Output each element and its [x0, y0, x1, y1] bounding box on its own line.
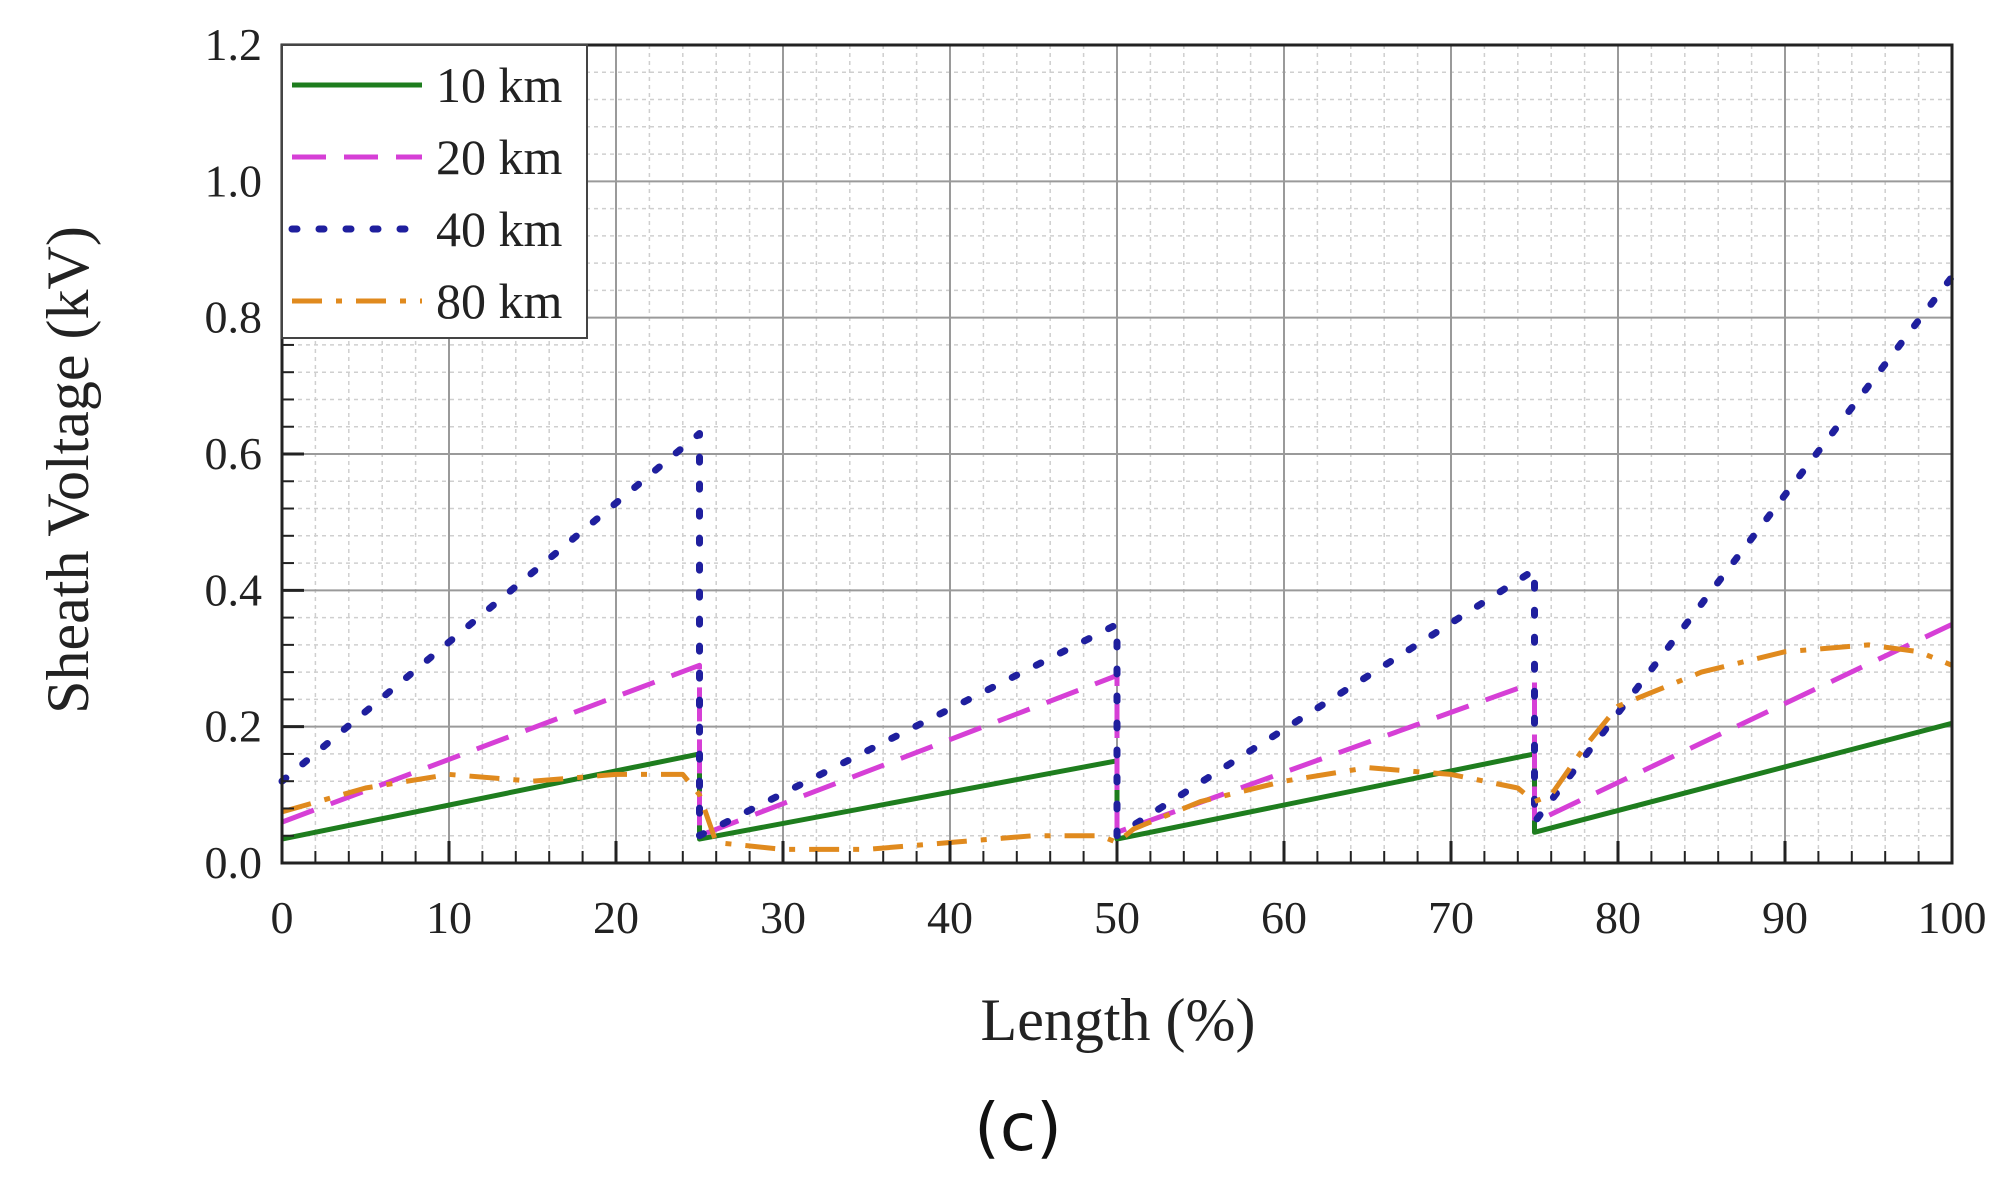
x-tick-label: 10	[426, 892, 472, 943]
x-tick-label: 100	[1918, 892, 1987, 943]
legend-label: 20 km	[436, 129, 563, 185]
x-tick-label: 60	[1261, 892, 1307, 943]
figure-caption: (c)	[974, 1089, 1062, 1166]
y-tick-label: 0.2	[205, 701, 263, 752]
x-tick-label: 0	[271, 892, 294, 943]
x-tick-label: 20	[593, 892, 639, 943]
y-axis-title: Sheath Voltage (kV)	[35, 226, 101, 714]
y-tick-label: 0.6	[205, 428, 263, 479]
legend: 10 km 20 km 40 km 80 km	[281, 44, 588, 339]
legend-label: 40 km	[436, 201, 563, 257]
legend-label: 10 km	[436, 57, 563, 113]
y-tick-label: 0.8	[205, 292, 263, 343]
y-tick-label: 0.0	[205, 837, 263, 888]
x-tick-label: 30	[760, 892, 806, 943]
plot-series	[278, 273, 1956, 852]
y-tick-label: 1.2	[205, 19, 263, 70]
y-tick-label: 1.0	[205, 155, 263, 206]
x-tick-label: 40	[927, 892, 973, 943]
x-tick-label: 50	[1094, 892, 1140, 943]
series-line-40-km	[278, 273, 1956, 840]
x-tick-label: 80	[1595, 892, 1641, 943]
axis-ticks	[280, 43, 1954, 865]
legend-box	[281, 44, 588, 339]
x-tick-label: 70	[1428, 892, 1474, 943]
tick-labels: 0 10 20 30 40 50 60 70 80 90 100 0.0 0.2 0.4 0.6 0.8 1.0…	[205, 19, 1987, 943]
legend-label: 80 km	[436, 273, 563, 329]
x-tick-label: 90	[1762, 892, 1808, 943]
series-line-80-km	[281, 642, 1953, 852]
y-tick-label: 0.4	[205, 564, 263, 615]
x-axis-title: Length (%)	[981, 987, 1256, 1053]
